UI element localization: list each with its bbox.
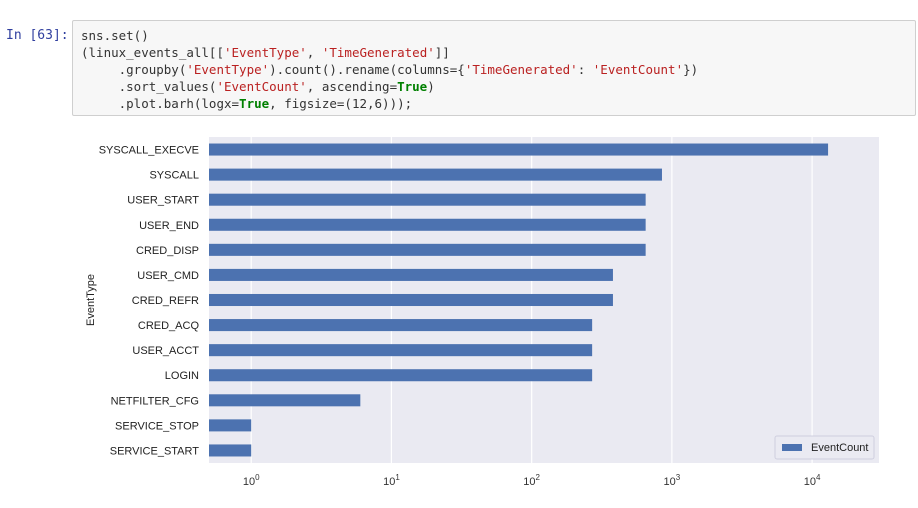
x-tick-base: 10 — [804, 476, 816, 488]
bar — [209, 193, 646, 206]
code-editor[interactable]: sns.set() (linux_events_all[['EventType',… — [81, 27, 698, 112]
code-line: sns.set() — [81, 27, 698, 44]
category-label: CRED_REFR — [132, 295, 199, 307]
legend-swatch — [782, 444, 802, 451]
x-tick-label: 100 — [243, 473, 260, 488]
code-token: .sort_values( — [81, 79, 217, 94]
x-tick-base: 10 — [383, 476, 395, 488]
code-token: True — [397, 79, 428, 94]
x-tick-base: 10 — [664, 476, 676, 488]
code-line: .groupby('EventType').count().rename(col… — [81, 61, 699, 78]
bar — [209, 218, 646, 231]
bar — [209, 168, 662, 181]
code-token: 'EventType' — [186, 62, 270, 77]
code-line: (linux_events_all[['EventType', 'TimeGen… — [81, 44, 698, 61]
bar — [209, 394, 361, 407]
bars — [209, 143, 829, 457]
code-token: sns.set() — [81, 28, 149, 43]
code-token: 'EventCount' — [216, 79, 307, 94]
x-tick-exponent: 3 — [676, 473, 681, 482]
code-token: 'EventType' — [224, 45, 307, 60]
category-label: LOGIN — [165, 370, 199, 382]
category-label: USER_CMD — [137, 270, 199, 282]
bar — [209, 344, 593, 357]
category-label: SERVICE_START — [110, 445, 200, 457]
x-tick-base: 10 — [523, 476, 535, 488]
code-token: ]] — [434, 45, 450, 60]
bar — [209, 419, 252, 432]
category-label: SYSCALL — [149, 170, 199, 182]
x-tick-label: 102 — [523, 473, 540, 488]
legend-box — [774, 435, 875, 460]
legend: EventCount — [774, 435, 875, 460]
category-label: USER_START — [127, 195, 199, 207]
cell-prompt: In [63]: — [6, 28, 69, 43]
code-token: : — [577, 62, 593, 77]
code-token: 'TimeGenerated' — [321, 45, 435, 60]
code-token: }) — [683, 62, 699, 77]
code-line: .plot.barh(logx=True, figsize=(12,6))); — [81, 95, 698, 112]
category-label: CRED_ACQ — [138, 320, 200, 332]
x-tick-labels: 100 101 102 103 104 — [243, 473, 821, 488]
category-labels: SYSCALL_EXECVE SYSCALL USER_START USER_END C… — [99, 145, 200, 458]
x-tick-exponent: 2 — [536, 473, 541, 482]
code-token: 'TimeGenerated' — [464, 62, 578, 77]
category-label: CRED_DISP — [136, 245, 199, 257]
code-token: .groupby( — [81, 62, 187, 77]
x-tick-label: 103 — [664, 473, 681, 488]
code-token: True — [239, 96, 270, 111]
y-axis-label: EventType — [85, 274, 97, 326]
bar — [209, 243, 646, 256]
category-label: SYSCALL_EXECVE — [99, 145, 199, 157]
category-label: USER_ACCT — [132, 345, 199, 357]
category-label: USER_END — [139, 220, 199, 232]
code-token: , ascending= — [306, 79, 398, 94]
x-tick-exponent: 4 — [816, 473, 821, 482]
code-token: ).count().rename(columns={ — [269, 62, 465, 77]
code-token: ) — [427, 79, 435, 94]
x-tick-base: 10 — [243, 476, 255, 488]
legend-label: EventCount — [811, 442, 868, 454]
code-token: , — [306, 45, 322, 60]
bar — [209, 444, 252, 457]
code-token: .plot.barh(logx= — [81, 96, 240, 111]
code-cell[interactable]: sns.set() (linux_events_all[['EventType',… — [72, 20, 916, 116]
x-tick-label: 101 — [383, 473, 400, 488]
bar — [209, 319, 593, 332]
code-token: , figsize=(12,6))); — [269, 96, 413, 111]
code-token: 'EventCount' — [592, 62, 684, 77]
x-tick-exponent: 0 — [255, 473, 260, 482]
category-label: SERVICE_STOP — [115, 420, 199, 432]
x-tick-exponent: 1 — [395, 473, 400, 482]
code-line: .sort_values('EventCount', ascending=Tru… — [81, 78, 698, 95]
bar-chart: SYSCALL_EXECVE SYSCALL USER_START USER_END C… — [85, 137, 879, 488]
bar — [209, 143, 829, 156]
code-token: (linux_events_all[[ — [81, 45, 224, 60]
x-tick-label: 104 — [804, 473, 821, 488]
bar — [209, 293, 613, 307]
bar — [209, 369, 593, 382]
bar — [209, 268, 613, 281]
category-label: NETFILTER_CFG — [111, 395, 199, 407]
